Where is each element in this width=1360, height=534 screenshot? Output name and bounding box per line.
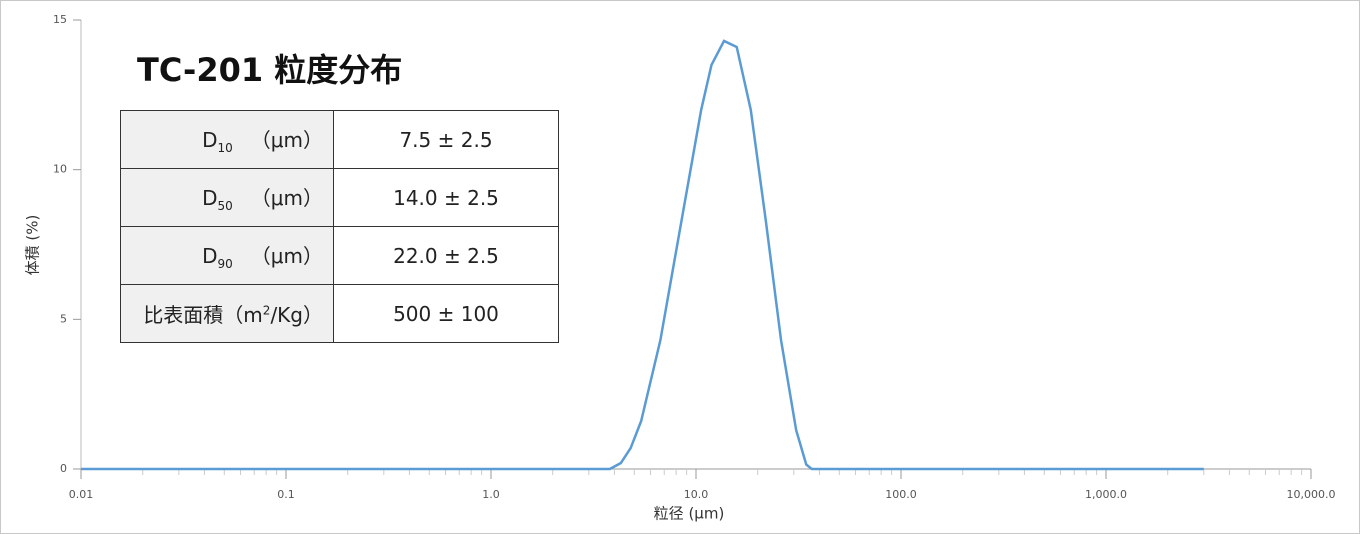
y-tick-label: 0 bbox=[60, 462, 67, 475]
label-text: D bbox=[202, 186, 218, 210]
row-label: D90 （μm） bbox=[120, 226, 334, 285]
label-unit: （μm） bbox=[250, 244, 323, 268]
table-row: D90 （μm） 22.0 ± 2.5 bbox=[120, 226, 559, 285]
y-tick-label: 10 bbox=[53, 163, 67, 176]
row-value: 14.0 ± 2.5 bbox=[333, 168, 559, 227]
x-axis-label: 粒径 (μm) bbox=[654, 505, 725, 523]
row-label: D10 （μm） bbox=[120, 110, 334, 169]
chart-title: TC-201 粒度分布 bbox=[137, 51, 403, 89]
spec-table: D10 （μm） 7.5 ± 2.5 D50 （μm） 14.0 ± 2.5 D90 （μm）… bbox=[120, 110, 559, 343]
label-text: 比表面積（m bbox=[143, 303, 263, 327]
x-tick-label: 100.0 bbox=[885, 488, 917, 501]
y-tick-label: 5 bbox=[60, 312, 67, 325]
row-label: 比表面積（m2/Kg） bbox=[120, 284, 334, 343]
row-value: 500 ± 100 bbox=[333, 284, 559, 343]
label-subscript: 90 bbox=[217, 257, 233, 271]
x-tick-label: 1.0 bbox=[482, 488, 500, 501]
table-row: D10 （μm） 7.5 ± 2.5 bbox=[120, 110, 559, 169]
label-text: D bbox=[202, 128, 218, 152]
row-label: D50 （μm） bbox=[120, 168, 334, 227]
label-subscript: 50 bbox=[217, 199, 233, 213]
label-unit: （μm） bbox=[250, 186, 323, 210]
y-tick-label: 15 bbox=[53, 13, 67, 26]
table-row: 比表面積（m2/Kg） 500 ± 100 bbox=[120, 284, 559, 343]
y-axis-label: 体積 (%) bbox=[24, 215, 42, 276]
x-tick-label: 0.1 bbox=[277, 488, 295, 501]
row-value: 22.0 ± 2.5 bbox=[333, 226, 559, 285]
label-text: D bbox=[202, 244, 218, 268]
label-superscript: 2 bbox=[262, 303, 271, 318]
label-unit: /Kg） bbox=[270, 303, 323, 327]
label-unit: （μm） bbox=[250, 128, 323, 152]
x-tick-label: 1,000.0 bbox=[1085, 488, 1127, 501]
x-tick-label: 10,000.0 bbox=[1287, 488, 1336, 501]
row-value: 7.5 ± 2.5 bbox=[333, 110, 559, 169]
table-row: D50 （μm） 14.0 ± 2.5 bbox=[120, 168, 559, 227]
label-subscript: 10 bbox=[217, 141, 233, 155]
x-tick-label: 0.01 bbox=[69, 488, 94, 501]
curve bbox=[81, 39, 1204, 471]
x-tick-label: 10.0 bbox=[684, 488, 709, 501]
